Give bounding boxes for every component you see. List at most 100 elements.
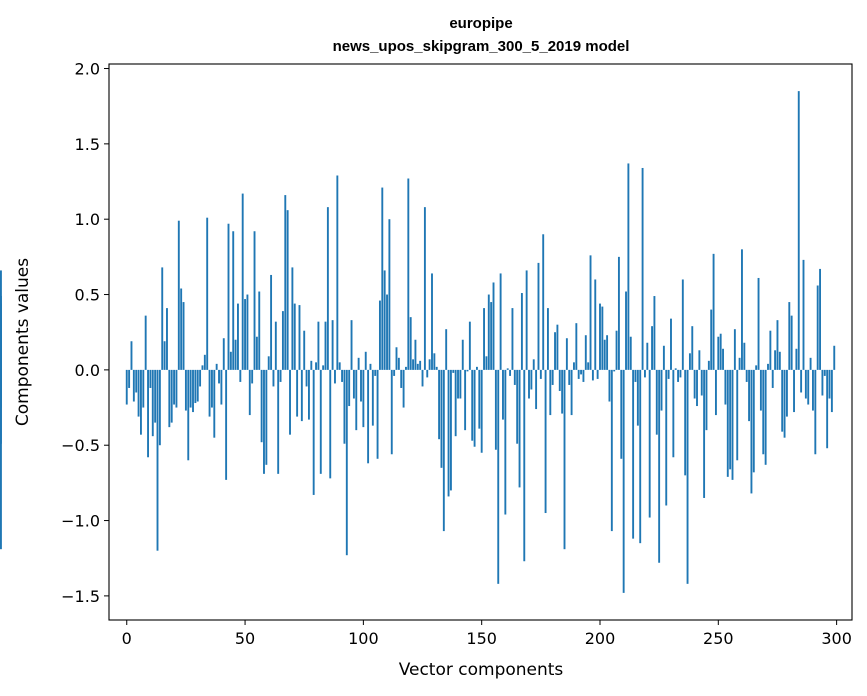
bar <box>797 91 800 370</box>
bar <box>156 369 159 551</box>
bar <box>622 369 625 593</box>
bar <box>187 369 190 461</box>
bar <box>300 369 303 422</box>
y-axis: −1.5 −1.0 −0.5 0.0 0.5 1.0 1.5 2.0 <box>61 60 109 606</box>
bar <box>620 369 623 459</box>
chart-subtitle: news_upos_skipgram_300_5_2019 model <box>333 38 630 55</box>
bar <box>691 326 694 370</box>
bar <box>319 369 322 474</box>
bar <box>229 351 232 370</box>
bar <box>812 369 814 411</box>
bar <box>741 249 743 370</box>
bar <box>369 363 372 370</box>
bar <box>352 369 355 399</box>
bar <box>807 369 810 405</box>
bar <box>821 369 824 396</box>
y-tick-label: 1.0 <box>75 210 100 229</box>
bar <box>390 369 393 455</box>
bar <box>199 369 202 387</box>
bar <box>170 369 173 423</box>
bar <box>591 369 594 381</box>
bar <box>516 369 519 444</box>
bar <box>255 336 258 370</box>
bar <box>672 369 675 458</box>
bar <box>537 262 540 370</box>
bar <box>433 353 436 370</box>
bar <box>378 300 381 370</box>
bar <box>587 362 590 370</box>
bar <box>639 369 642 544</box>
x-tick-label: 250 <box>703 629 734 648</box>
bar <box>371 369 374 426</box>
bar <box>504 369 507 515</box>
bar <box>336 175 339 370</box>
y-tick-label: −0.5 <box>61 436 100 455</box>
bar <box>194 369 197 404</box>
bar <box>0 296 2 370</box>
bar <box>201 365 204 370</box>
bar <box>461 339 464 370</box>
bar <box>281 311 284 370</box>
bar <box>234 339 237 370</box>
bar <box>610 369 613 532</box>
bar <box>405 366 407 370</box>
bar <box>213 369 216 438</box>
bar <box>232 231 235 370</box>
bar <box>771 369 774 388</box>
bar <box>819 268 821 370</box>
bar <box>189 369 192 408</box>
bar <box>308 369 310 420</box>
bar <box>196 369 199 402</box>
bar <box>478 369 481 429</box>
bar <box>279 369 282 382</box>
bar <box>284 195 287 370</box>
bar <box>449 369 452 491</box>
bar <box>459 369 462 399</box>
bar <box>674 368 677 370</box>
bar <box>748 369 751 422</box>
bar <box>454 369 457 437</box>
bar <box>466 369 469 372</box>
bar <box>589 255 592 370</box>
bar <box>130 341 133 370</box>
bar <box>641 167 644 370</box>
bar <box>554 332 556 370</box>
bar <box>698 350 701 370</box>
bar <box>338 362 341 370</box>
bar <box>497 369 500 584</box>
bar <box>326 207 329 370</box>
bar <box>468 321 471 370</box>
bar <box>816 285 819 370</box>
bar <box>414 339 417 370</box>
bar <box>431 273 433 370</box>
bar <box>305 369 308 387</box>
bar <box>0 369 2 444</box>
bar <box>518 369 521 488</box>
bar <box>376 369 379 459</box>
y-tick-label: 1.5 <box>75 135 100 154</box>
bar <box>800 369 803 393</box>
bar <box>577 369 580 379</box>
bar <box>726 369 729 477</box>
bar <box>826 369 829 449</box>
bar <box>251 369 254 384</box>
bar <box>670 318 672 370</box>
bar <box>421 369 424 387</box>
bar <box>258 291 261 370</box>
bar <box>210 369 213 408</box>
bar <box>312 369 315 495</box>
bar <box>490 302 493 370</box>
bar <box>286 210 289 370</box>
bar <box>239 369 242 382</box>
bar <box>809 357 812 370</box>
bar <box>502 369 504 420</box>
bar <box>244 299 246 370</box>
bar <box>556 324 559 370</box>
bar <box>440 369 443 468</box>
bar <box>804 369 807 399</box>
y-tick-label: 2.0 <box>75 60 100 79</box>
bar <box>277 369 280 474</box>
bar <box>634 369 637 382</box>
bar <box>814 369 817 455</box>
